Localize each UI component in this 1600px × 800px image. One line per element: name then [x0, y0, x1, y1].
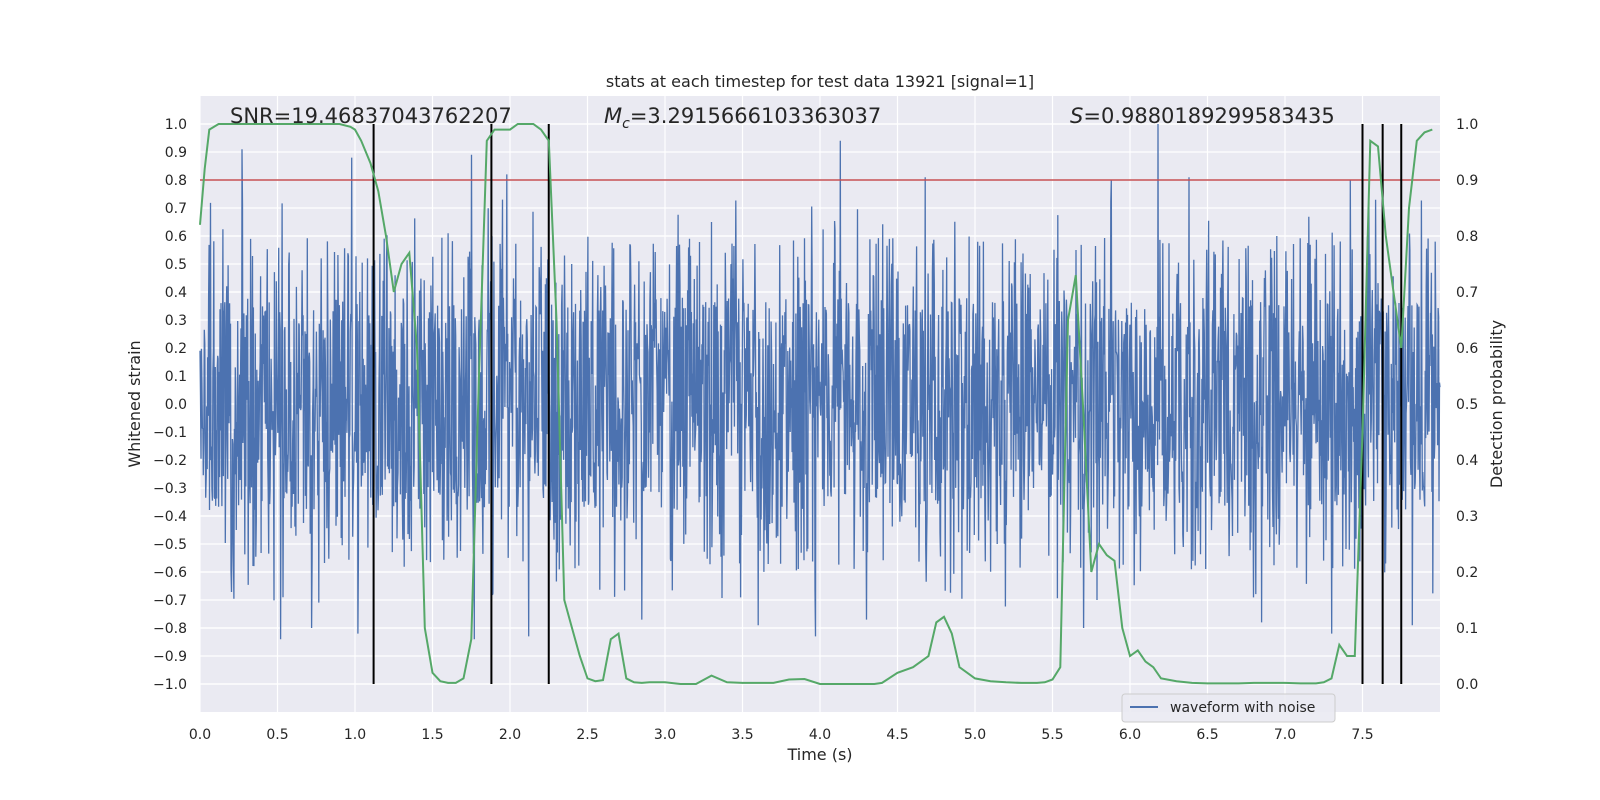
score-symbol: S	[1070, 104, 1083, 128]
x-tick-label: 0.5	[266, 727, 288, 743]
right-y-tick-label: 0.0	[1456, 677, 1478, 693]
right-y-tick-label: 0.2	[1456, 565, 1478, 581]
score-annotation: S=0.9880189299583435	[1070, 104, 1335, 128]
x-tick-label: 0.0	[189, 727, 211, 743]
chirp-mass-subscript: c	[622, 116, 630, 132]
x-tick-label: 7.0	[1274, 727, 1296, 743]
left-y-tick-label: −0.7	[153, 593, 187, 609]
right-y-tick-label: 0.9	[1456, 173, 1478, 189]
left-y-tick-label: 1.0	[165, 117, 187, 133]
right-y-tick-labels: 1.0 0.9 0.8 0.7 0.6 0.5 0.4 0.3 0.2 0.1 0.0	[1456, 117, 1478, 693]
right-y-tick-label: 0.3	[1456, 509, 1478, 525]
x-tick-label: 1.5	[421, 727, 443, 743]
right-y-tick-label: 1.0	[1456, 117, 1478, 133]
left-y-tick-label: 0.8	[165, 173, 187, 189]
chirp-mass-value: =3.2915666103363037	[630, 104, 881, 128]
x-tick-labels: 0.0 0.5 1.0 1.5 2.0 2.5 3.0 3.5 4.0 4.5 5.0 5.5 6.0 6…	[189, 727, 1374, 743]
left-y-tick-label: 0.4	[165, 285, 187, 301]
right-y-tick-label: 0.4	[1456, 453, 1478, 469]
x-tick-label: 2.5	[576, 727, 598, 743]
x-tick-label: 7.5	[1351, 727, 1373, 743]
right-y-axis-label: Detection probability	[1487, 320, 1506, 488]
x-tick-label: 3.5	[731, 727, 753, 743]
chart-title: stats at each timestep for test data 139…	[606, 72, 1034, 91]
x-tick-label: 1.0	[344, 727, 366, 743]
left-y-tick-labels: 1.0 0.9 0.8 0.7 0.6 0.5 0.4 0.3 0.2 0.1 0.0 −0.1 −0.…	[153, 117, 187, 693]
score-value: =0.9880189299583435	[1083, 104, 1334, 128]
left-y-tick-label: −0.9	[153, 649, 187, 665]
left-y-tick-label: 0.1	[165, 369, 187, 385]
left-y-tick-label: 0.9	[165, 145, 187, 161]
left-y-tick-label: 0.7	[165, 201, 187, 217]
chirp-mass-annotation: Mc=3.2915666103363037	[604, 104, 881, 132]
x-tick-label: 4.0	[809, 727, 831, 743]
legend-waveform-label: waveform with noise	[1170, 700, 1315, 716]
snr-annotation: SNR=19.46837043762207	[230, 104, 512, 128]
legend: waveform with noise	[1121, 693, 1336, 723]
waveform-line	[199, 123, 1441, 685]
left-y-tick-label: −0.6	[153, 565, 187, 581]
left-y-tick-label: −0.5	[153, 537, 187, 553]
waveform-series	[199, 123, 1441, 685]
detection-probability-line	[199, 123, 1433, 685]
x-tick-label: 3.0	[654, 727, 676, 743]
left-y-tick-label: 0.3	[165, 313, 187, 329]
chirp-mass-symbol: M	[604, 104, 622, 128]
x-tick-label: 2.0	[499, 727, 521, 743]
x-tick-label: 5.5	[1041, 727, 1063, 743]
left-y-tick-label: 0.6	[165, 229, 187, 245]
right-y-tick-label: 0.5	[1456, 397, 1478, 413]
right-y-tick-label: 0.8	[1456, 229, 1478, 245]
left-y-axis-label: Whitened strain	[125, 340, 144, 467]
x-axis-label: Time (s)	[786, 745, 852, 764]
right-y-tick-label: 0.6	[1456, 341, 1478, 357]
left-y-tick-label: 0.0	[165, 397, 187, 413]
left-y-tick-label: −0.2	[153, 453, 187, 469]
x-tick-label: 6.0	[1119, 727, 1141, 743]
left-y-tick-label: 0.2	[165, 341, 187, 357]
left-y-tick-label: −0.3	[153, 481, 187, 497]
legend-box	[1121, 693, 1336, 723]
left-y-tick-label: 0.5	[165, 257, 187, 273]
left-y-tick-label: −1.0	[153, 677, 187, 693]
x-tick-label: 6.5	[1196, 727, 1218, 743]
left-y-tick-label: −0.4	[153, 509, 187, 525]
left-y-tick-label: −0.8	[153, 621, 187, 637]
right-y-tick-label: 0.1	[1456, 621, 1478, 637]
x-tick-label: 4.5	[886, 727, 908, 743]
left-y-tick-label: −0.1	[153, 425, 187, 441]
right-y-tick-label: 0.7	[1456, 285, 1478, 301]
x-tick-label: 5.0	[964, 727, 986, 743]
